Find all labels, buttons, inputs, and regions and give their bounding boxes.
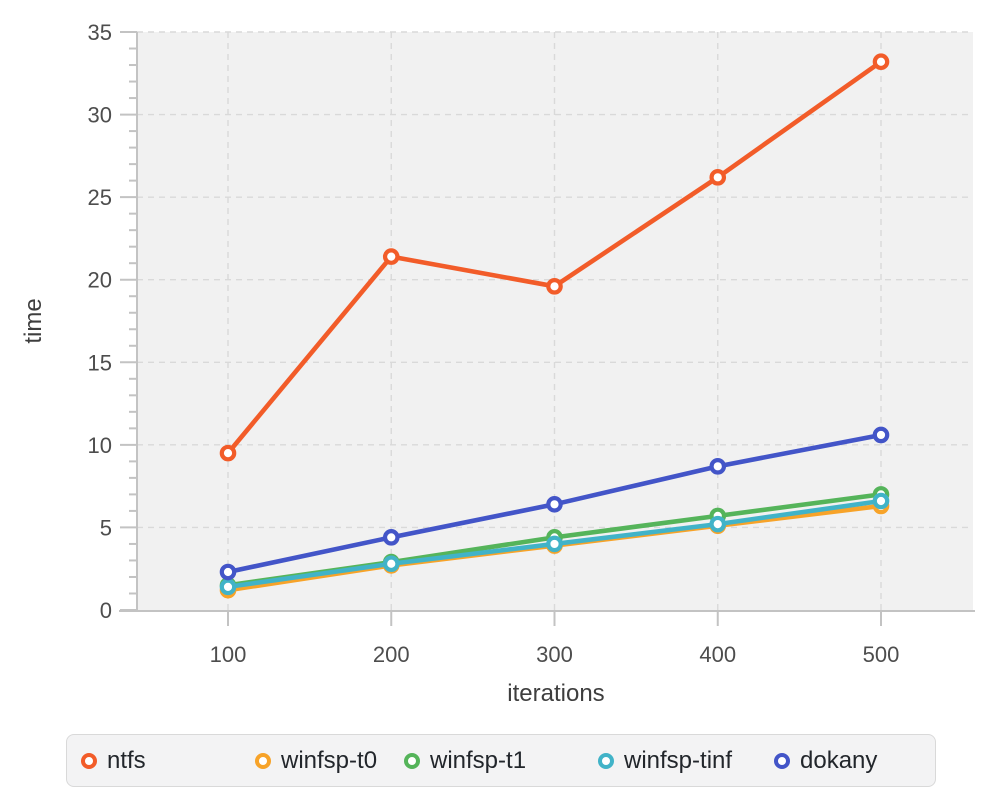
data-point-dokany-200 bbox=[382, 529, 400, 546]
legend-label-dokany: dokany bbox=[800, 746, 878, 774]
data-point-ntfs-300 bbox=[546, 278, 563, 295]
data-point-ntfs-100 bbox=[219, 444, 237, 462]
legend-item-winfsp-tinf[interactable]: winfsp-tinf bbox=[598, 746, 774, 774]
x-tick-label-100: 100 bbox=[210, 642, 247, 667]
data-point-winfsp-tinf-200 bbox=[382, 555, 400, 573]
chart-legend: ntfs winfsp-t0 winfsp-t1 winfsp-tinf dokany bbox=[66, 734, 936, 787]
y-tick-label-30: 30 bbox=[88, 103, 112, 128]
y-axis-title: time bbox=[20, 298, 47, 344]
legend-item-ntfs[interactable]: ntfs bbox=[81, 746, 255, 774]
data-point-ntfs-200 bbox=[382, 248, 400, 265]
y-tick-label-0: 0 bbox=[100, 598, 112, 623]
x-tick-label-200: 200 bbox=[373, 642, 410, 667]
data-point-dokany-300 bbox=[546, 496, 563, 513]
legend-item-winfsp-t0[interactable]: winfsp-t0 bbox=[255, 746, 404, 774]
legend-label-winfsp-tinf: winfsp-tinf bbox=[624, 746, 733, 774]
y-tick-label-20: 20 bbox=[88, 268, 112, 293]
data-point-winfsp-tinf-400 bbox=[709, 515, 727, 533]
y-tick-label-5: 5 bbox=[100, 515, 112, 540]
y-tick-label-15: 15 bbox=[88, 350, 112, 375]
data-point-ntfs-500 bbox=[872, 53, 890, 71]
data-point-winfsp-tinf-300 bbox=[546, 535, 563, 553]
legend-marker-winfsp-t1 bbox=[404, 752, 420, 769]
legend-marker-dokany bbox=[774, 752, 790, 769]
legend-item-winfsp-t1[interactable]: winfsp-t1 bbox=[404, 746, 598, 774]
legend-marker-ntfs bbox=[81, 752, 97, 769]
y-tick-label-10: 10 bbox=[88, 433, 112, 458]
y-tick-label-25: 25 bbox=[88, 185, 112, 210]
x-tick-label-400: 400 bbox=[699, 642, 736, 667]
x-tick-label-300: 300 bbox=[536, 642, 573, 667]
data-point-dokany-100 bbox=[219, 563, 237, 581]
legend-label-winfsp-t1: winfsp-t1 bbox=[430, 746, 527, 774]
data-point-dokany-500 bbox=[872, 426, 890, 444]
legend-marker-winfsp-t0 bbox=[255, 752, 271, 769]
x-axis-title: iterations bbox=[507, 680, 605, 707]
x-tick-label-500: 500 bbox=[863, 642, 900, 667]
legend-marker-winfsp-tinf bbox=[598, 752, 614, 769]
data-point-winfsp-tinf-100 bbox=[219, 578, 237, 596]
data-point-ntfs-400 bbox=[709, 169, 727, 186]
legend-label-ntfs: ntfs bbox=[107, 746, 146, 774]
legend-label-winfsp-t0: winfsp-t0 bbox=[281, 746, 378, 774]
legend-item-dokany[interactable]: dokany bbox=[774, 746, 878, 774]
y-tick-label-35: 35 bbox=[88, 20, 112, 45]
line-chart-plot: 0 5 10 15 20 25 30 35 100 200 300 400 500 bbox=[88, 20, 975, 667]
data-point-dokany-400 bbox=[709, 458, 727, 475]
data-point-winfsp-tinf-500 bbox=[872, 492, 890, 510]
